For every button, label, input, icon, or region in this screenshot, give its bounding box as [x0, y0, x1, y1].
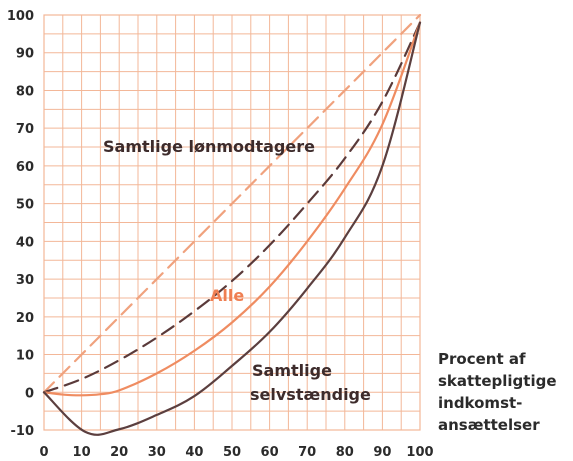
x-tick-label: 30 — [148, 445, 166, 460]
x-tick-label: 20 — [110, 445, 128, 460]
label-wage-earners: Samtlige lønmodtagere — [103, 137, 315, 156]
x-tick-label: 50 — [223, 445, 241, 460]
y-tick-label: 80 — [16, 84, 34, 99]
label-all: Alle — [210, 286, 244, 305]
x-axis-label-line3: indkomst- — [438, 394, 522, 412]
y-tick-label: -10 — [11, 424, 35, 439]
series-line-equality — [42, 13, 422, 394]
series-line-wage-earners — [42, 21, 422, 394]
x-tick-label: 100 — [406, 445, 433, 460]
y-tick-label: 10 — [16, 349, 34, 364]
y-tick-label: 60 — [16, 160, 34, 175]
x-tick-label: 10 — [73, 445, 91, 460]
x-axis-label-line4: ansættelser — [438, 416, 540, 434]
plot-frame — [43, 14, 421, 431]
x-axis-tick-labels: 0 10 20 30 40 50 60 70 80 90 100 — [39, 445, 433, 460]
series-lines — [42, 13, 422, 436]
x-tick-label: 90 — [373, 445, 391, 460]
x-axis-label-line1: Procent af — [438, 350, 526, 368]
y-tick-label: 70 — [16, 122, 34, 137]
y-tick-label: 100 — [7, 9, 34, 24]
label-self-employed-line1: Samtlige — [252, 361, 332, 380]
y-axis-tick-labels: -10 0 10 20 30 40 50 60 70 80 90 100 — [7, 9, 34, 439]
y-tick-label: 50 — [16, 198, 34, 213]
x-tick-label: 70 — [298, 445, 316, 460]
y-tick-label: 20 — [16, 311, 34, 326]
x-tick-label: 60 — [261, 445, 279, 460]
label-self-employed-line2: selvstændige — [250, 385, 371, 404]
y-tick-label: 30 — [16, 273, 34, 288]
series-line-self-employed — [42, 21, 422, 436]
series-line-all — [42, 21, 422, 397]
grid-lines — [43, 14, 421, 431]
x-axis-label-line2: skattepligtige — [438, 372, 557, 390]
x-tick-label: 40 — [185, 445, 203, 460]
y-tick-label: 90 — [16, 47, 34, 62]
y-tick-label: 40 — [16, 235, 34, 250]
x-tick-label: 80 — [336, 445, 354, 460]
y-tick-label: 0 — [25, 386, 34, 401]
x-tick-label: 0 — [39, 445, 48, 460]
